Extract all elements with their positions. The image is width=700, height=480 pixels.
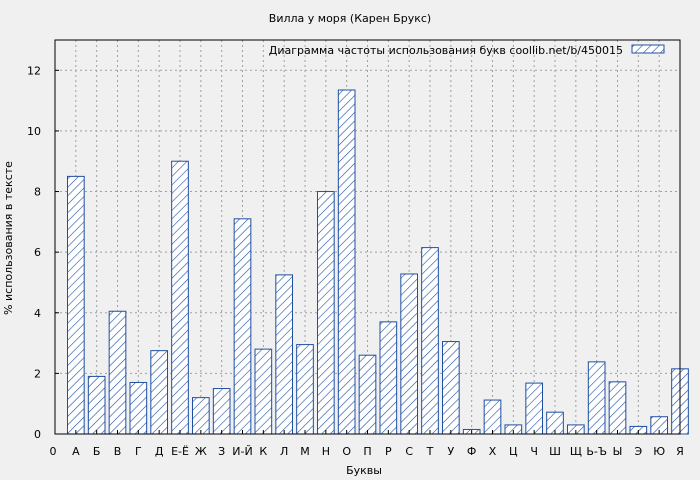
bar: [421, 247, 439, 435]
x-tick-label: К: [259, 445, 267, 458]
x-tick-label: Н: [322, 445, 330, 458]
x-tick-label: У: [447, 445, 454, 458]
bar: [192, 397, 210, 435]
x-tick-label: Р: [385, 445, 392, 458]
bar: [233, 218, 252, 435]
bar: [67, 175, 85, 435]
bar: [296, 344, 314, 435]
x-tick-label: В: [114, 445, 122, 458]
x-tick-label: З: [218, 445, 225, 458]
y-tick-label: 12: [27, 64, 41, 77]
bar: [337, 89, 356, 435]
x-tick-label: Д: [155, 445, 164, 458]
y-tick-label: 2: [34, 367, 41, 380]
bar: [379, 321, 398, 435]
x-tick-label: Л: [280, 445, 288, 458]
y-axis-ticks: 0 2 4 6 8 10 12: [27, 64, 59, 441]
x-tick-label: Я: [676, 445, 684, 458]
y-tick-label: 8: [34, 186, 41, 199]
y-tick-label: 6: [34, 246, 41, 259]
y-axis-label: % использования в тексте: [2, 161, 15, 315]
bars: [67, 89, 689, 435]
y-tick-label: 10: [27, 125, 41, 138]
bar: [129, 381, 148, 435]
x-axis-ticks: 0 А Б В Г Д Е-Ё Ж З И-Й К Л М Н О П Р С Т У Ф Х Ц Ч Ш Щ Ь-Ъ Ы Э Ю Я: [50, 430, 684, 458]
x-tick-label: И-Й: [232, 445, 252, 458]
bar: [150, 350, 168, 435]
x-tick-label: Ш: [549, 445, 561, 458]
x-tick-label: Ф: [467, 445, 476, 458]
x-tick-label: Ю: [653, 445, 665, 458]
bar: [483, 399, 502, 435]
x-tick-label: С: [405, 445, 413, 458]
x-tick-label: Г: [135, 445, 142, 458]
x-tick-label: Ц: [509, 445, 518, 458]
x-axis-label: Буквы: [346, 464, 382, 477]
legend-swatch: [631, 44, 665, 54]
x-tick-label: Т: [426, 445, 434, 458]
x-tick-label: Е-Ё: [171, 445, 189, 458]
bar: [171, 160, 189, 435]
bar: [587, 361, 606, 435]
x-tick-label: Ж: [195, 445, 207, 458]
x-tick-label: Ч: [530, 445, 538, 458]
x-tick-label: Щ: [570, 445, 582, 458]
y-tick-label: 0: [34, 428, 41, 441]
bar: [317, 191, 335, 435]
x-tick-label: А: [72, 445, 80, 458]
bar: [87, 375, 106, 435]
bar: [358, 354, 377, 435]
bar: [108, 310, 127, 435]
x-tick-label: Ы: [613, 445, 623, 458]
x-tick-label: Б: [93, 445, 101, 458]
bar: [525, 382, 543, 435]
x-tick-label: П: [363, 445, 371, 458]
x-tick-label: Х: [489, 445, 497, 458]
x-tick-label: О: [342, 445, 351, 458]
bar: [254, 348, 273, 435]
legend: Диаграмма частоты использования букв coo…: [269, 44, 665, 57]
x-tick-label: М: [300, 445, 310, 458]
y-tick-label: 4: [34, 307, 41, 320]
x-tick-label: 0: [50, 445, 57, 458]
legend-label: Диаграмма частоты использования букв coo…: [269, 44, 623, 57]
x-tick-label: Э: [634, 445, 642, 458]
x-tick-label: Ь-Ъ: [586, 445, 607, 458]
bar: [400, 273, 419, 435]
chart-title: Вилла у моря (Карен Брукс): [269, 12, 431, 25]
bar: [608, 381, 627, 435]
bar: [275, 274, 294, 435]
bar: [212, 388, 231, 435]
bar: [442, 341, 460, 435]
